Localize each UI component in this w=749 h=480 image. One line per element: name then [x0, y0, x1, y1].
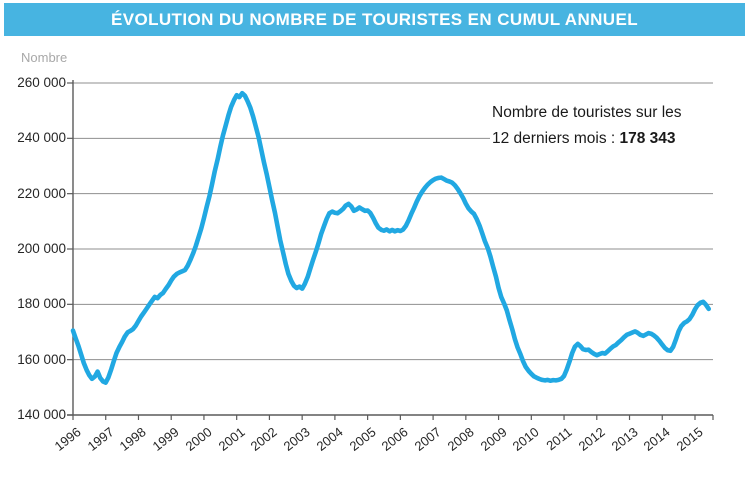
annotation-line2-prefix: 12 derniers mois :: [492, 130, 620, 147]
annotation-value: 178 343: [619, 130, 676, 147]
y-axis-tick-label: 200 000: [17, 241, 66, 256]
y-axis-tick-label: 240 000: [17, 130, 66, 146]
y-axis-tick-label: 160 000: [17, 351, 66, 367]
tourists-line-series: [70, 90, 712, 385]
chart-title: ÉVOLUTION DU NOMBRE DE TOURISTES EN CUMU…: [110, 9, 639, 29]
y-axis-tick-label: 220 000: [17, 185, 66, 201]
y-axis-unit-label: Nombre: [21, 50, 68, 65]
y-axis-tick-label: 260 000: [17, 75, 66, 90]
annotation-line1: Nombre de touristes sur les: [492, 104, 682, 121]
annotation-box: Nombre de touristes sur les 12 derniers …: [490, 99, 726, 153]
y-axis-tick-label: 180 000: [17, 296, 66, 312]
y-axis-tick-label: 140 000: [17, 407, 66, 422]
chart-title-banner: ÉVOLUTION DU NOMBRE DE TOURISTES EN CUMU…: [4, 3, 745, 36]
axes: [67, 80, 714, 420]
tourists-line: [70, 90, 712, 385]
